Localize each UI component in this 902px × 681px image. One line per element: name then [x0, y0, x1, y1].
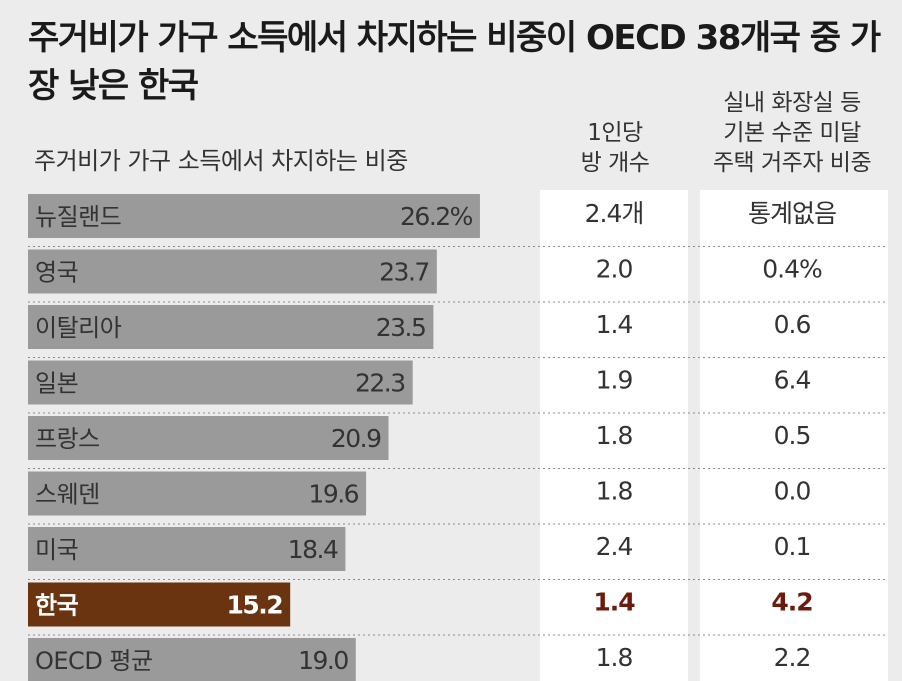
substandard-value: 4.2	[771, 588, 812, 617]
substandard-value: 0.5	[774, 421, 811, 450]
value-label: 18.4	[288, 535, 338, 564]
value-label: 19.6	[308, 480, 358, 509]
bar-2	[28, 249, 437, 294]
value-label: 22.3	[355, 369, 405, 398]
header-rooms-line1: 1인당	[587, 120, 643, 146]
substandard-value: 통계없음	[748, 199, 836, 228]
rooms-value: 1.9	[596, 366, 633, 395]
value-label: 20.9	[331, 424, 381, 453]
value-label: 19.0	[298, 646, 348, 675]
value-label: 23.5	[376, 313, 426, 342]
bar-8	[28, 582, 291, 627]
substandard-value: 0.4%	[762, 255, 822, 284]
rooms-value: 1.4	[593, 588, 635, 617]
substandard-value: 0.6	[774, 310, 811, 339]
category-label: 한국	[35, 592, 79, 620]
bar-1	[28, 194, 480, 238]
facility-column-background	[700, 190, 888, 681]
category-label: 프랑스	[35, 425, 100, 453]
rooms-value: 2.4개	[585, 199, 644, 228]
category-label: 이탈리아	[35, 314, 122, 342]
substandard-value: 0.0	[774, 477, 811, 506]
header-housing-cost-share: 주거비가 가구 소득에서 차지하는 비중	[34, 147, 408, 175]
rooms-value: 1.8	[596, 421, 633, 450]
rooms-value: 2.4	[596, 532, 633, 561]
substandard-value: 2.2	[774, 643, 811, 672]
category-label: 영국	[35, 259, 78, 287]
bar-7	[28, 527, 346, 571]
header-substandard-housing: 실내 화장실 등 기본 수준 미달 주택 거주자 비중	[690, 88, 894, 178]
substandard-value: 0.1	[774, 532, 811, 561]
bar-3	[28, 305, 434, 349]
category-label: 스웨덴	[35, 481, 100, 509]
header-facility-line3: 주택 거주자 비중	[712, 150, 872, 176]
header-facility-line2: 기본 수준 미달	[723, 120, 861, 146]
category-label: OECD 평균	[35, 647, 153, 675]
bar-9	[28, 638, 356, 681]
rooms-value: 1.8	[596, 477, 633, 506]
header-rooms-per-person: 1인당 방 개수	[560, 118, 670, 178]
header-facility-line1: 실내 화장실 등	[723, 90, 861, 116]
chart-title: 주거비가 가구 소득에서 차지하는 비중이 OECD 38개국 중 가장 낮은 …	[28, 18, 881, 106]
header-rooms-line2: 방 개수	[580, 150, 650, 176]
bar-5	[28, 416, 389, 460]
value-label: 23.7	[379, 258, 429, 287]
bar-4	[28, 360, 413, 405]
substandard-value: 6.4	[774, 366, 811, 395]
value-label: 15.2	[227, 591, 283, 620]
category-label: 뉴질랜드	[35, 203, 121, 231]
value-label: 26.2%	[400, 202, 473, 231]
category-label: 일본	[35, 370, 78, 398]
rooms-value: 1.4	[596, 310, 633, 339]
bar-6	[28, 471, 367, 516]
rooms-value: 2.0	[596, 255, 633, 284]
category-label: 미국	[35, 536, 78, 564]
rooms-value: 1.8	[596, 643, 633, 672]
rooms-column-background	[540, 190, 688, 681]
